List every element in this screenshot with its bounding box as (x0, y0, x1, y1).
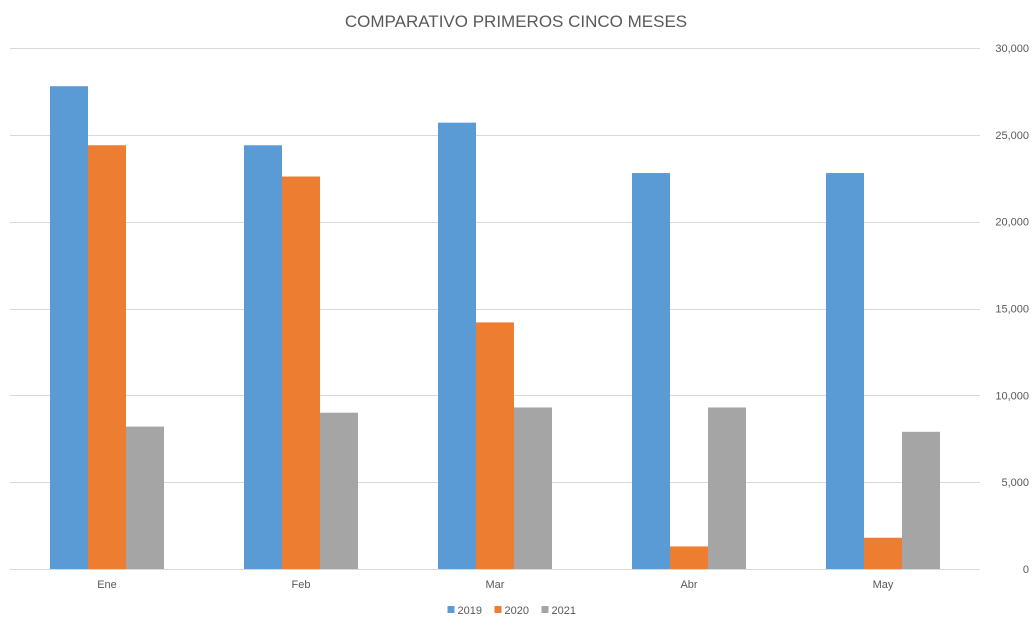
y-tick-label: 5,000 (1001, 477, 1029, 489)
legend-swatch-2020 (494, 606, 502, 613)
bar-2019-Ene (50, 86, 88, 569)
chart-title: COMPARATIVO PRIMEROS CINCO MESES (345, 12, 687, 31)
legend-swatch-2019 (447, 606, 455, 613)
legend-label-2020: 2020 (505, 605, 529, 617)
y-axis-ticks: 0 5,000 10,000 15,000 20,000 25,000 30,000 (995, 43, 1029, 576)
y-tick-label: 20,000 (995, 217, 1029, 229)
bar-2019-Abr (632, 173, 670, 570)
legend-label-2019: 2019 (458, 605, 482, 617)
bar-2019-May (826, 173, 864, 570)
x-tick-label: Feb (292, 579, 311, 591)
legend: 2019 2020 2021 (447, 605, 576, 617)
bar-2020-Feb (282, 176, 320, 569)
x-tick-label: May (873, 579, 894, 591)
x-tick-label: Mar (486, 579, 505, 591)
bar-2021-May (902, 431, 940, 569)
legend-swatch-2021 (541, 606, 549, 613)
bar-2021-Ene (126, 426, 164, 569)
bar-2021-Mar (514, 407, 552, 569)
x-axis-ticks: Ene Feb Mar Abr May (97, 579, 894, 591)
bar-2020-Ene (88, 145, 126, 569)
bars (50, 86, 940, 570)
bar-2021-Feb (320, 412, 358, 569)
legend-label-2021: 2021 (552, 605, 576, 617)
y-tick-label: 30,000 (995, 43, 1029, 55)
bar-2019-Mar (438, 122, 476, 569)
bar-2020-Mar (476, 322, 514, 569)
bar-2019-Feb (244, 145, 282, 569)
y-tick-label: 25,000 (995, 130, 1029, 142)
y-tick-label: 15,000 (995, 304, 1029, 316)
bar-2021-Abr (708, 407, 746, 569)
bar-2020-May (864, 537, 902, 569)
y-tick-label: 0 (1023, 564, 1029, 576)
bar-2020-Abr (670, 546, 708, 569)
x-tick-label: Ene (97, 579, 117, 591)
x-tick-label: Abr (680, 579, 697, 591)
y-tick-label: 10,000 (995, 390, 1029, 402)
